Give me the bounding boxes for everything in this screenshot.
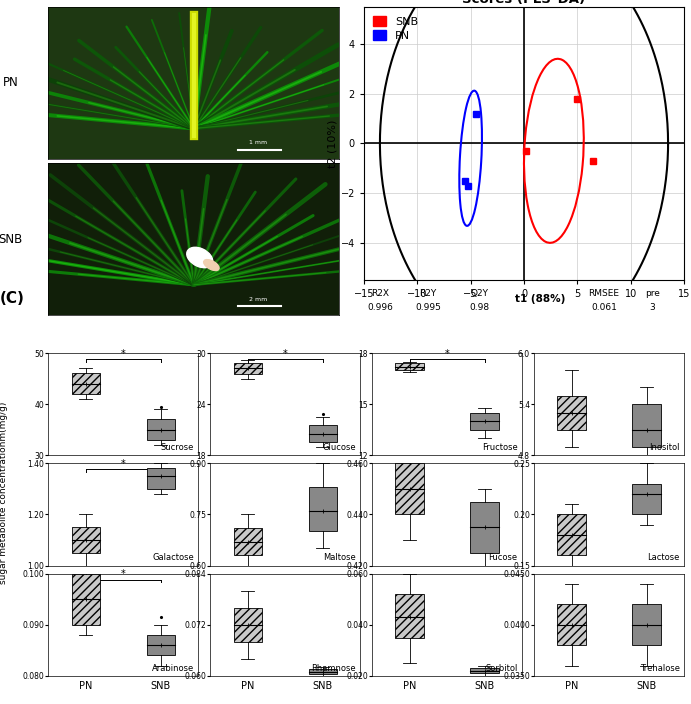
Legend: SNB, PN: SNB, PN	[370, 13, 422, 44]
Text: Trehalose: Trehalose	[640, 664, 679, 673]
Bar	[471, 413, 499, 429]
Bar	[395, 363, 424, 370]
Text: SNB: SNB	[0, 233, 23, 246]
Text: 0.061: 0.061	[591, 303, 617, 312]
Text: 0.98: 0.98	[469, 303, 489, 312]
Text: 2 mm: 2 mm	[249, 296, 267, 301]
Text: R2X: R2X	[371, 289, 389, 298]
Bar	[234, 528, 262, 555]
Text: 0.996: 0.996	[367, 303, 393, 312]
Bar	[471, 502, 499, 553]
Text: pre: pre	[645, 289, 659, 298]
Text: (A): (A)	[0, 0, 21, 1]
Bar	[308, 487, 337, 532]
Text: 3: 3	[650, 303, 655, 312]
Text: Fructose: Fructose	[482, 443, 518, 452]
Text: Galactose: Galactose	[152, 553, 193, 562]
Bar	[146, 468, 175, 489]
Text: Fucose: Fucose	[489, 553, 518, 562]
Text: sugar metabolite concentrationm(mg/g): sugar metabolite concentrationm(mg/g)	[0, 401, 8, 584]
Text: *: *	[121, 348, 126, 358]
Ellipse shape	[204, 260, 219, 270]
Bar	[308, 670, 337, 674]
Bar	[395, 594, 424, 638]
Text: *: *	[121, 570, 126, 579]
Text: Lactose: Lactose	[647, 553, 679, 562]
Text: t1 (88%): t1 (88%)	[515, 294, 565, 304]
Bar	[632, 604, 661, 645]
Bar	[558, 604, 586, 645]
Bar	[471, 668, 499, 673]
Bar	[72, 574, 100, 624]
Text: *: *	[445, 348, 450, 358]
Bar	[558, 515, 586, 555]
Text: Rhamnose: Rhamnose	[311, 664, 356, 673]
Text: Sucrose: Sucrose	[160, 443, 193, 452]
Text: R2Y: R2Y	[419, 289, 437, 298]
Bar	[558, 396, 586, 429]
Text: Q2Y: Q2Y	[470, 289, 488, 298]
Text: Sorbitol: Sorbitol	[485, 664, 518, 673]
Title: Scores (PLS–DA): Scores (PLS–DA)	[462, 0, 585, 6]
Text: 0.995: 0.995	[415, 303, 441, 312]
Bar	[234, 363, 262, 375]
Text: Arabinose: Arabinose	[151, 664, 193, 673]
Text: (C): (C)	[0, 291, 25, 306]
Bar	[308, 425, 337, 442]
Bar	[234, 608, 262, 642]
Text: 1 mm: 1 mm	[249, 140, 267, 145]
Bar	[632, 484, 661, 515]
Text: *: *	[121, 459, 126, 469]
Text: PN: PN	[3, 77, 19, 89]
Text: Glucose: Glucose	[322, 443, 356, 452]
Bar	[72, 373, 100, 394]
Bar	[72, 527, 100, 553]
Text: Inositol: Inositol	[649, 443, 679, 452]
Ellipse shape	[187, 247, 213, 268]
Text: Maltose: Maltose	[323, 553, 356, 562]
Text: RMSEE: RMSEE	[589, 289, 620, 298]
Bar	[146, 635, 175, 655]
Text: *: *	[283, 348, 287, 358]
Bar	[395, 463, 424, 515]
Bar	[632, 404, 661, 446]
Bar	[146, 420, 175, 440]
Y-axis label: t2 (10%): t2 (10%)	[328, 119, 338, 168]
